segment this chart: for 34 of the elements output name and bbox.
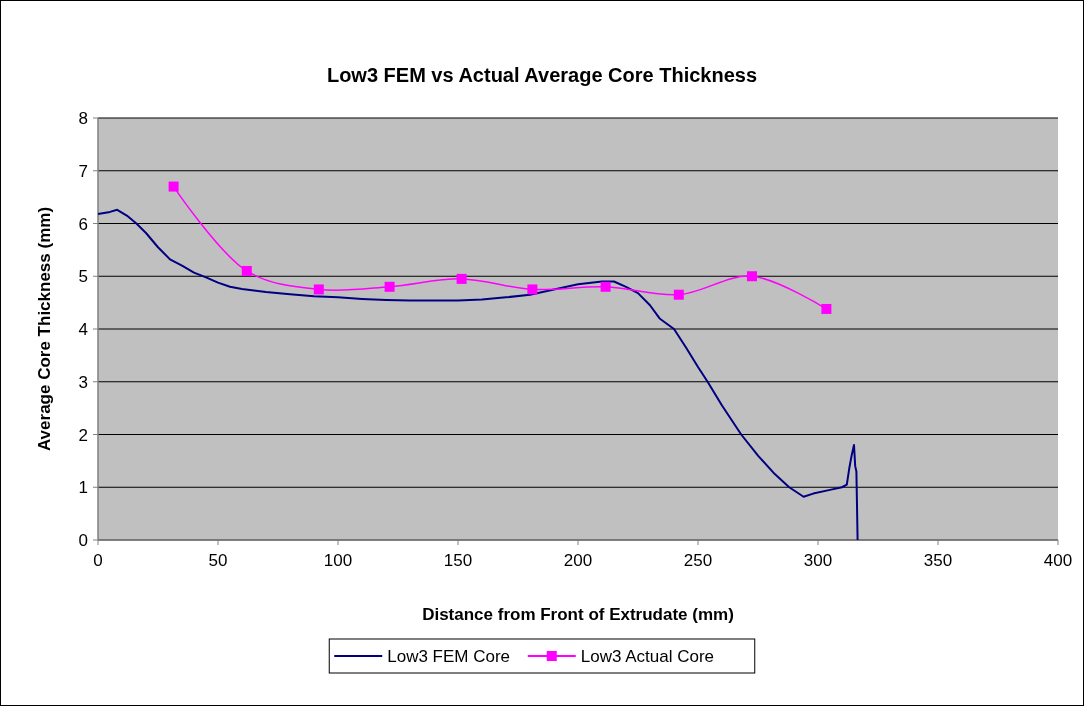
line-series: [97, 208, 859, 541]
point: [747, 271, 757, 282]
x-tick-label: 50: [208, 551, 228, 570]
point: [456, 273, 467, 284]
point: [673, 289, 684, 300]
x-tick-label: 350: [923, 551, 953, 570]
y-tick-label: 5: [78, 267, 88, 287]
y-tick-label: 6: [78, 214, 88, 234]
point: [821, 303, 832, 314]
y-tick-label: 4: [78, 320, 88, 339]
point: [168, 181, 179, 192]
y-tick-label: 7: [78, 161, 88, 181]
x-tick-label: 400: [1043, 551, 1073, 570]
y-tick-label: 0: [78, 531, 88, 550]
point: [241, 265, 252, 276]
point: [384, 281, 395, 292]
x-tick-label: 150: [443, 551, 473, 570]
y-axis-title: Average Core Thickness (mm): [35, 206, 54, 452]
chart-title: Low3 FEM vs Actual Average Core Thickness: [326, 64, 758, 86]
y-tick-label: 3: [78, 372, 88, 392]
y-tick-label: 2: [78, 425, 88, 445]
y-tick-label: 8: [78, 109, 88, 128]
legend-label: Low3 FEM Core: [387, 647, 511, 666]
point: [527, 284, 538, 295]
x-tick-label: 250: [683, 551, 713, 570]
x-tick-label: 100: [323, 551, 353, 570]
x-tick-label: 0: [93, 551, 103, 570]
point: [313, 284, 324, 295]
point: [600, 281, 611, 292]
legend-label: Low3 Actual Core: [580, 647, 714, 666]
x-tick-label: 200: [563, 551, 593, 570]
y-tick-label: 1: [78, 478, 88, 498]
x-axis-title: Distance from Front of Extrudate (mm): [422, 605, 734, 624]
x-tick-label: 300: [803, 551, 833, 570]
